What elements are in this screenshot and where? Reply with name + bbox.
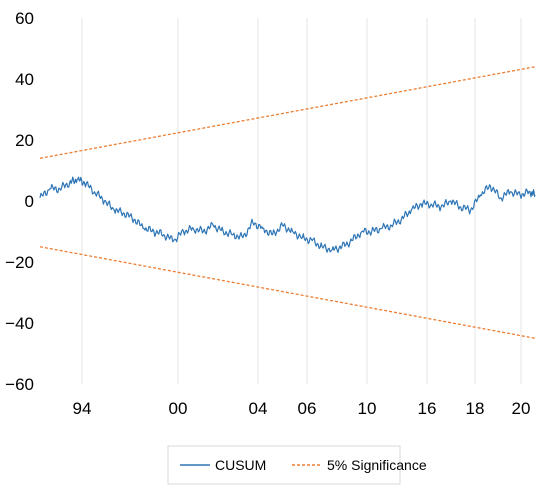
- series-lines: [39, 66, 536, 339]
- grid-lines: [81, 18, 522, 384]
- x-tick-label: 00: [169, 399, 188, 418]
- y-axis-tick-labels: 60 40 20 0 −20 −40 −60: [5, 9, 34, 394]
- x-tick-label: 16: [418, 399, 437, 418]
- y-tick-label: 20: [15, 131, 34, 150]
- x-tick-label: 94: [73, 399, 92, 418]
- x-tick-label: 18: [466, 399, 485, 418]
- legend-cusum-label: CUSUM: [215, 457, 266, 473]
- x-tick-label: 04: [249, 399, 268, 418]
- y-tick-label: 60: [15, 9, 34, 28]
- x-tick-label: 10: [358, 399, 377, 418]
- y-tick-label: −60: [5, 375, 34, 394]
- x-tick-label: 20: [512, 399, 531, 418]
- x-tick-label: 06: [298, 399, 317, 418]
- y-tick-label: 40: [15, 70, 34, 89]
- legend: CUSUM 5% Significance: [167, 445, 427, 485]
- y-tick-label: 0: [25, 192, 34, 211]
- y-tick-label: −40: [5, 314, 34, 333]
- x-axis-tick-labels: 94 00 04 06 10 16 18 20: [73, 399, 531, 418]
- cusum-line: [39, 176, 536, 253]
- y-tick-label: −20: [5, 253, 34, 272]
- significance-lower-line: [39, 246, 536, 339]
- significance-upper-line: [39, 66, 536, 159]
- legend-significance-label: 5% Significance: [327, 457, 427, 473]
